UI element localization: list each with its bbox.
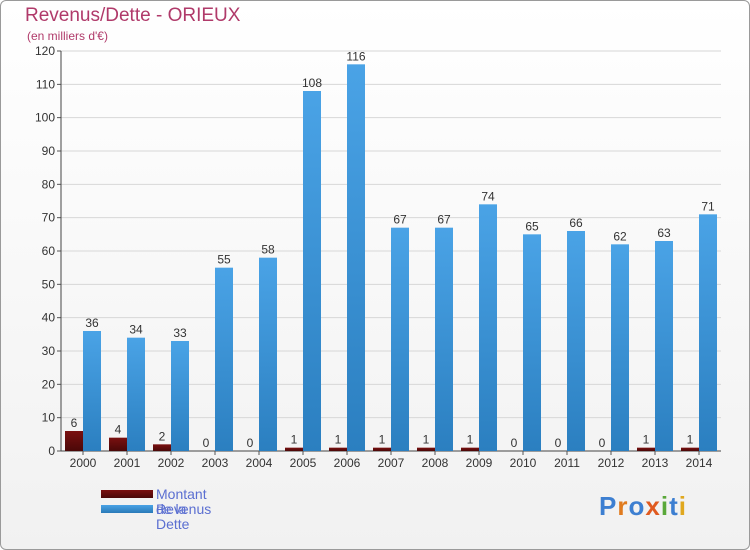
data-label-revenus: 58 <box>261 243 275 257</box>
x-tick-label: 2000 <box>70 456 97 470</box>
chart-subtitle: (en milliers d'€) <box>27 29 108 43</box>
logo-letter: x <box>645 491 661 521</box>
data-label-dette: 1 <box>335 433 342 447</box>
bar-revenus <box>215 267 233 451</box>
bar-dette <box>417 447 435 451</box>
data-label-revenus: 63 <box>657 226 671 240</box>
bar-dette <box>461 447 479 451</box>
bar-dette <box>329 447 347 451</box>
bar-dette <box>65 431 83 451</box>
bar-dette <box>285 447 303 451</box>
bar-revenus <box>391 227 409 451</box>
logo-letter: t <box>669 491 679 521</box>
chart-title: Revenus/Dette - ORIEUX <box>25 5 241 26</box>
logo-letter: r <box>617 491 629 521</box>
logo-letter: o <box>628 491 646 521</box>
x-tick-label: 2006 <box>334 456 361 470</box>
y-tick-label: 10 <box>42 411 56 425</box>
data-label-dette: 6 <box>71 416 78 430</box>
bar-dette <box>153 444 171 451</box>
data-label-dette: 1 <box>423 433 430 447</box>
x-tick-label: 2010 <box>510 456 537 470</box>
bar-revenus <box>83 331 101 451</box>
bar-dette <box>637 447 655 451</box>
y-tick-label: 30 <box>42 344 56 358</box>
y-tick-label: 100 <box>35 111 55 125</box>
bar-revenus <box>699 214 717 451</box>
y-tick-label: 90 <box>42 144 56 158</box>
data-label-dette: 1 <box>291 433 298 447</box>
data-label-dette: 0 <box>203 436 210 450</box>
data-label-revenus: 34 <box>129 323 143 337</box>
y-tick-label: 70 <box>42 211 56 225</box>
x-tick-label: 2007 <box>378 456 405 470</box>
x-tick-label: 2012 <box>598 456 625 470</box>
data-label-revenus: 108 <box>302 76 322 90</box>
data-label-dette: 0 <box>247 436 254 450</box>
bar-revenus <box>655 241 673 451</box>
data-label-dette: 1 <box>467 433 474 447</box>
logo-letter: i <box>660 491 670 521</box>
data-label-revenus: 67 <box>437 213 451 227</box>
bar-revenus <box>347 64 365 452</box>
bar-revenus <box>171 341 189 451</box>
y-tick-label: 80 <box>42 177 56 191</box>
bar-revenus <box>127 337 145 451</box>
data-label-revenus: 36 <box>85 316 99 330</box>
x-tick-label: 2004 <box>246 456 273 470</box>
data-label-dette: 0 <box>555 436 562 450</box>
x-tick-label: 2005 <box>290 456 317 470</box>
data-label-revenus: 55 <box>217 253 231 267</box>
legend-swatch-dette <box>101 490 153 498</box>
y-tick-label: 0 <box>48 444 55 458</box>
data-label-revenus: 33 <box>173 326 187 340</box>
data-label-revenus: 67 <box>393 213 407 227</box>
legend-label-revenus: Revenus <box>156 501 212 517</box>
data-label-dette: 4 <box>115 423 122 437</box>
x-tick-label: 2011 <box>554 456 580 470</box>
data-label-revenus: 74 <box>481 189 495 203</box>
y-tick-label: 50 <box>42 277 56 291</box>
x-tick-label: 2002 <box>158 456 185 470</box>
data-label-revenus: 65 <box>525 219 539 233</box>
data-label-dette: 1 <box>379 433 386 447</box>
bar-revenus <box>567 231 585 451</box>
bar-revenus <box>611 244 629 451</box>
logo-letter: P <box>599 491 618 521</box>
data-label-dette: 1 <box>643 433 650 447</box>
bar-revenus <box>303 91 321 451</box>
y-tick-label: 110 <box>36 77 55 91</box>
data-label-revenus: 116 <box>346 49 365 63</box>
bar-revenus <box>523 234 541 451</box>
data-label-dette: 1 <box>687 433 694 447</box>
legend-label-dette: Montant de la Dette <box>156 486 207 532</box>
data-label-revenus: 62 <box>613 229 627 243</box>
x-tick-label: 2009 <box>466 456 493 470</box>
legend-swatch-revenus <box>101 505 153 513</box>
logo-letter: i <box>678 491 687 521</box>
y-tick-label: 20 <box>42 377 56 391</box>
bar-revenus <box>435 227 453 451</box>
bar-revenus <box>479 204 497 451</box>
data-label-dette: 2 <box>159 429 166 443</box>
x-tick-label: 2014 <box>686 456 713 470</box>
x-tick-label: 2013 <box>642 456 669 470</box>
data-label-dette: 0 <box>511 436 518 450</box>
data-label-dette: 0 <box>599 436 606 450</box>
bar-dette <box>373 447 391 451</box>
proxiti-logo: Proxiti <box>599 491 687 522</box>
y-tick-label: 40 <box>42 311 56 325</box>
x-tick-label: 2003 <box>202 456 229 470</box>
y-tick-label: 120 <box>35 44 55 58</box>
bar-dette <box>109 437 127 451</box>
data-label-revenus: 71 <box>701 199 715 213</box>
y-tick-label: 60 <box>42 244 56 258</box>
bar-revenus <box>259 257 277 451</box>
x-tick-label: 2001 <box>114 456 141 470</box>
x-tick-label: 2008 <box>422 456 449 470</box>
data-label-revenus: 66 <box>569 216 583 230</box>
bar-dette <box>681 447 699 451</box>
